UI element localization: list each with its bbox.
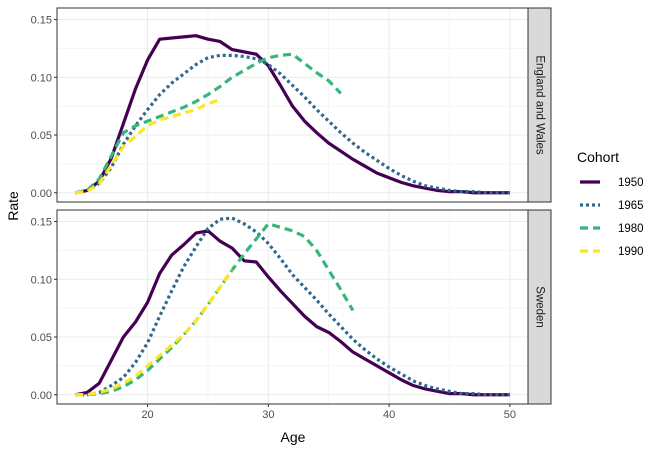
series-line-1990 [75,269,234,397]
series-line-1950 [74,229,510,397]
series-line-1965 [75,216,510,397]
y-tick-label: 0.15 [31,217,52,229]
y-tick-label: 0.00 [31,188,52,200]
x-tick-label: 40 [383,409,395,421]
legend-label-1990: 1990 [618,246,644,258]
panel-2: Sweden 0.00 0.05 0.10 0.15 20 30 40 50 [31,209,552,421]
y-tick-label: 0.10 [31,274,52,286]
panel-1: England and Wales 0.00 0.05 0.10 0.15 [31,7,552,203]
facet-strip-label: Sweden [534,286,546,328]
x-tick-label: 20 [141,409,153,421]
x-axis-title: Age [281,429,306,445]
panels-layer: England and Wales 0.00 0.05 0.10 0.15 Sweden 0… [31,7,552,421]
facet-strip-label: England and Wales [534,55,546,155]
series-line-1990 [74,97,221,195]
series-line-1980 [74,52,342,195]
panel-background [57,210,528,404]
y-tick-label: 0.05 [31,130,52,142]
series-line-1965 [74,53,510,195]
legend-title: Cohort [577,149,619,165]
legend-label-1950: 1950 [618,177,644,189]
y-tick-label: 0.00 [31,390,52,402]
legend-label-1980: 1980 [618,223,644,235]
x-tick-label: 50 [504,409,516,421]
facet-strip [527,7,552,203]
facet-strip [527,209,552,405]
legend-items: 1950 1965 1980 1990 [580,177,644,258]
y-tick-label: 0.10 [31,72,52,84]
series-line-1950 [74,34,510,195]
x-tick-label: 30 [262,409,274,421]
y-tick-label: 0.05 [31,332,52,344]
legend-label-1965: 1965 [618,200,644,212]
y-tick-label: 0.15 [31,15,52,27]
y-axis-title: Rate [5,191,21,221]
legend: Cohort 1950 1965 1980 1990 [577,149,644,258]
